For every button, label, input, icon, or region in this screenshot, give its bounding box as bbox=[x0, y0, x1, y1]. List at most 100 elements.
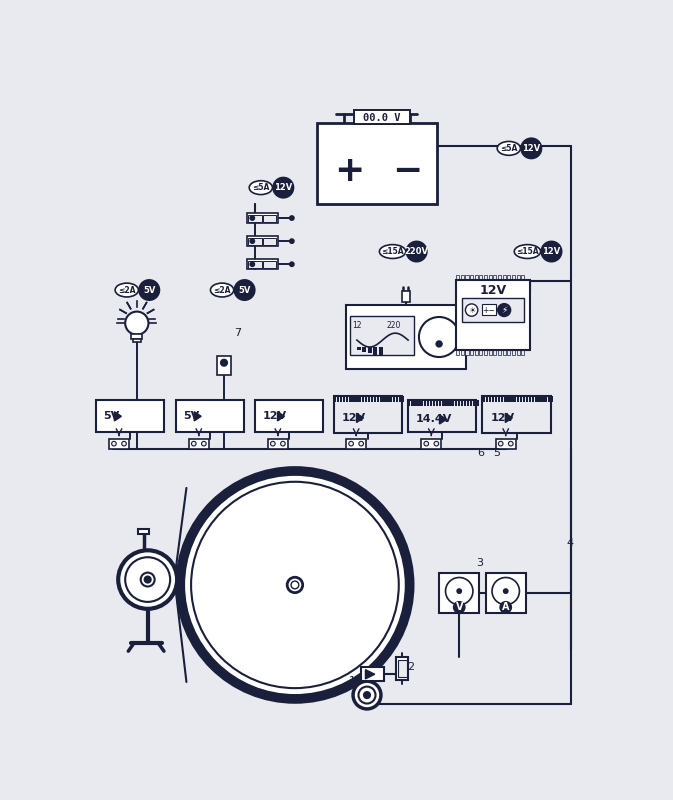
Text: 12V: 12V bbox=[262, 411, 287, 422]
Bar bbox=[461, 400, 463, 406]
Circle shape bbox=[112, 442, 116, 446]
Ellipse shape bbox=[380, 245, 406, 258]
Bar bbox=[248, 238, 262, 245]
Bar bbox=[486, 396, 488, 402]
Bar bbox=[454, 400, 457, 406]
Bar bbox=[439, 400, 441, 406]
Bar bbox=[346, 306, 466, 369]
Bar bbox=[535, 396, 538, 402]
Bar bbox=[493, 274, 497, 280]
Bar bbox=[396, 396, 398, 402]
Ellipse shape bbox=[514, 245, 540, 258]
Circle shape bbox=[141, 573, 155, 586]
Polygon shape bbox=[357, 414, 363, 422]
Bar bbox=[507, 396, 509, 402]
Circle shape bbox=[499, 442, 503, 446]
Text: 6: 6 bbox=[477, 448, 485, 458]
Text: −: − bbox=[392, 154, 423, 188]
Text: 5: 5 bbox=[493, 448, 500, 458]
Text: 5V: 5V bbox=[104, 411, 120, 422]
Circle shape bbox=[498, 304, 510, 316]
Circle shape bbox=[504, 589, 507, 593]
Text: 00.0 V: 00.0 V bbox=[363, 113, 400, 122]
Bar bbox=[176, 400, 244, 433]
Ellipse shape bbox=[115, 283, 139, 297]
Circle shape bbox=[250, 216, 254, 220]
Bar bbox=[470, 274, 473, 280]
Bar bbox=[340, 396, 342, 402]
Bar bbox=[402, 396, 404, 402]
Bar bbox=[316, 123, 437, 204]
Circle shape bbox=[457, 589, 461, 593]
Bar bbox=[458, 400, 460, 406]
Bar bbox=[217, 356, 231, 374]
Text: 12V: 12V bbox=[522, 144, 540, 153]
Circle shape bbox=[139, 280, 160, 300]
Circle shape bbox=[508, 442, 513, 446]
Bar bbox=[517, 274, 520, 280]
Bar bbox=[374, 347, 377, 354]
Bar bbox=[427, 400, 429, 406]
Bar bbox=[346, 438, 366, 449]
Circle shape bbox=[201, 442, 206, 446]
Text: +: + bbox=[334, 154, 364, 188]
Bar bbox=[479, 350, 483, 355]
Bar bbox=[430, 400, 432, 406]
Text: ≤15A: ≤15A bbox=[382, 247, 404, 256]
Circle shape bbox=[436, 342, 441, 346]
Text: +−: +− bbox=[483, 306, 495, 314]
Bar bbox=[489, 274, 492, 280]
Ellipse shape bbox=[249, 181, 273, 194]
Bar bbox=[442, 400, 444, 406]
Circle shape bbox=[180, 471, 410, 699]
Bar bbox=[498, 350, 501, 355]
Text: 12V: 12V bbox=[490, 413, 514, 423]
Circle shape bbox=[125, 558, 170, 602]
Bar bbox=[433, 400, 435, 406]
Circle shape bbox=[290, 262, 293, 266]
Text: 220: 220 bbox=[387, 321, 401, 330]
Bar bbox=[489, 396, 491, 402]
Bar bbox=[474, 350, 478, 355]
Circle shape bbox=[287, 578, 303, 593]
Bar bbox=[362, 347, 366, 352]
Circle shape bbox=[521, 138, 541, 158]
Bar bbox=[254, 400, 323, 433]
Bar bbox=[384, 396, 386, 402]
Ellipse shape bbox=[211, 283, 234, 297]
Bar bbox=[415, 400, 417, 406]
Bar bbox=[392, 396, 395, 402]
Circle shape bbox=[454, 602, 464, 613]
Bar bbox=[523, 396, 525, 402]
Bar bbox=[513, 396, 516, 402]
Bar bbox=[507, 274, 510, 280]
Text: 7: 7 bbox=[234, 328, 241, 338]
Bar bbox=[357, 347, 361, 350]
Bar bbox=[452, 400, 454, 406]
Text: 14.4V: 14.4V bbox=[416, 414, 452, 424]
Bar bbox=[379, 347, 382, 356]
Bar bbox=[361, 396, 364, 402]
Bar bbox=[109, 438, 129, 449]
Circle shape bbox=[349, 442, 353, 446]
Bar bbox=[421, 438, 441, 449]
Bar bbox=[521, 274, 524, 280]
Text: 12V: 12V bbox=[341, 413, 365, 423]
Text: ≤2A: ≤2A bbox=[118, 286, 135, 294]
Bar bbox=[248, 261, 262, 268]
Bar bbox=[263, 238, 277, 245]
Bar bbox=[476, 400, 479, 406]
Bar bbox=[268, 438, 288, 449]
Bar bbox=[334, 396, 336, 402]
Text: 3: 3 bbox=[476, 558, 483, 568]
Text: ≤15A: ≤15A bbox=[516, 247, 539, 256]
Bar bbox=[263, 261, 277, 268]
Bar bbox=[139, 529, 149, 534]
Text: 12V: 12V bbox=[542, 247, 561, 256]
Bar bbox=[512, 274, 515, 280]
Circle shape bbox=[221, 360, 227, 366]
Bar bbox=[343, 396, 345, 402]
Text: 5V: 5V bbox=[183, 411, 200, 422]
Bar bbox=[336, 396, 339, 402]
Bar bbox=[479, 274, 483, 280]
